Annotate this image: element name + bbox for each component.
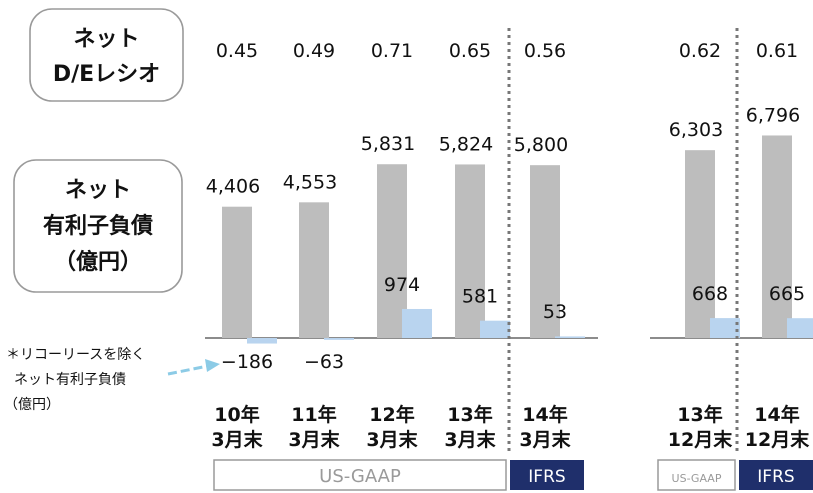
excl-leasing-bar <box>787 318 813 338</box>
ifrs-label: IFRS <box>757 467 794 487</box>
ifrs-box <box>739 460 813 490</box>
net-debt-label: ネット 有利子負債 （億円） <box>13 159 183 293</box>
category-label-line-2: 12月末 <box>668 428 733 451</box>
de-ratio-label: ネット D/Eレシオ <box>29 8 184 102</box>
category-label-line-1: 11年 <box>291 403 336 426</box>
ifrs-label: IFRS <box>528 467 565 487</box>
net-debt-value: 4,553 <box>283 171 337 193</box>
footnote-line-1: ＊リコーリースを除く <box>6 347 145 363</box>
excl-leasing-value: 668 <box>692 283 728 305</box>
net-debt-value: 6,303 <box>669 119 723 141</box>
footnote: ＊リコーリースを除く ネット有利子負債 （億円） <box>4 347 145 413</box>
de-ratio-value: 0.71 <box>371 40 413 62</box>
de-ratio-label-line-2: D/Eレシオ <box>53 62 160 87</box>
de-ratio-value: 0.65 <box>449 40 491 62</box>
footnote-line-2: ネット有利子負債 <box>14 372 126 388</box>
category-label-line-1: 10年 <box>214 403 259 426</box>
arrow-head <box>205 359 220 372</box>
de-ratio-value: 0.61 <box>756 40 798 62</box>
excl-leasing-bar <box>247 338 277 344</box>
net-debt-label-line-2: 有利子負債 <box>43 213 153 239</box>
us-gaap-label: US-GAAP <box>319 466 401 487</box>
category-label-line-1: 12年 <box>369 403 414 426</box>
category-label-line-1: 14年 <box>522 403 567 426</box>
net-debt-value: 4,406 <box>206 176 260 198</box>
net-debt-bar <box>685 150 715 338</box>
excl-leasing-value: 581 <box>462 286 498 308</box>
category-label-line-1: 14年 <box>754 403 799 426</box>
bars <box>222 135 813 344</box>
accounting-standards: US-GAAP IFRS US-GAAP IFRS <box>213 459 813 491</box>
category-label-line-2: 3月末 <box>211 428 263 451</box>
net-debt-value: 5,824 <box>439 133 493 155</box>
net-debt-bar <box>530 165 560 338</box>
de-ratio-values: 0.45 0.49 0.71 0.65 0.56 0.62 0.61 <box>216 40 798 62</box>
de-ratio-value: 0.62 <box>679 40 721 62</box>
excl-leasing-bar <box>480 320 510 338</box>
net-debt-bar <box>222 206 252 338</box>
value-labels: 4,406 −186 4,553 −63 5,831 974 5,824 581 5,800 53… <box>206 104 805 373</box>
category-label-line-2: 3月末 <box>366 428 418 451</box>
excl-leasing-bar <box>555 336 585 338</box>
de-ratio-value: 0.45 <box>216 40 258 62</box>
excl-leasing-value: 53 <box>543 301 567 323</box>
excl-leasing-bar <box>710 318 740 338</box>
arrow-shaft <box>167 364 209 376</box>
net-debt-label-line-3: （億円） <box>54 249 142 275</box>
excl-leasing-value: −63 <box>304 351 344 373</box>
de-ratio-label-line-1: ネット <box>73 27 139 52</box>
net-debt-bar <box>455 164 485 338</box>
de-ratio-value: 0.56 <box>524 40 566 62</box>
category-label-line-2: 3月末 <box>444 428 496 451</box>
net-debt-bar <box>299 202 329 338</box>
us-gaap-label: US-GAAP <box>672 472 722 485</box>
dividers <box>507 28 739 452</box>
net-debt-value: 6,796 <box>746 104 800 126</box>
footnote-line-3: （億円） <box>4 397 60 413</box>
net-debt-bar <box>762 135 792 338</box>
category-labels: 10年3月末11年3月末12年3月末13年3月末14年3月末13年12月末14年… <box>211 403 810 451</box>
ifrs-box <box>510 460 584 490</box>
excl-leasing-value: −186 <box>221 351 273 373</box>
net-debt-label-line-1: ネット <box>65 178 131 203</box>
excl-leasing-bar <box>324 338 354 340</box>
category-label-line-2: 12月末 <box>745 428 810 451</box>
us-gaap-box <box>213 459 507 491</box>
category-label-line-1: 13年 <box>677 403 722 426</box>
excl-leasing-bar <box>402 308 432 338</box>
net-debt-value: 5,831 <box>361 133 415 155</box>
excl-leasing-value: 665 <box>769 283 805 305</box>
footnote-arrow <box>167 359 220 376</box>
category-label-line-2: 3月末 <box>519 428 571 451</box>
category-label-line-2: 3月末 <box>288 428 340 451</box>
excl-leasing-value: 974 <box>384 274 420 296</box>
category-label-line-1: 13年 <box>447 403 492 426</box>
net-debt-value: 5,800 <box>514 134 568 156</box>
de-ratio-value: 0.49 <box>293 40 335 62</box>
us-gaap-box <box>657 459 736 491</box>
